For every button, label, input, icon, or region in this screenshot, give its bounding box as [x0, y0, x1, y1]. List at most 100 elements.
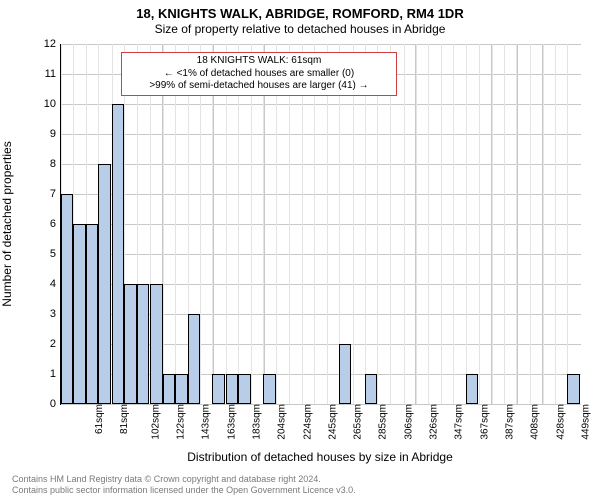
x-tick-label: 81sqm	[119, 404, 130, 434]
annotation-line-3: >99% of semi-detached houses are larger …	[126, 80, 392, 93]
histogram-bar	[175, 374, 187, 404]
x-tick-label: 387sqm	[505, 404, 516, 440]
grid-line-h	[61, 104, 581, 105]
grid-line-v-minor	[543, 44, 544, 404]
chart-subtitle: Size of property relative to detached ho…	[0, 22, 600, 36]
y-tick-label: 3	[50, 308, 56, 320]
x-tick-label: 367sqm	[479, 404, 490, 440]
y-tick-label: 1	[50, 368, 56, 380]
grid-line-v-minor	[212, 44, 213, 404]
grid-line-h	[61, 194, 581, 195]
x-tick-label: 143sqm	[201, 404, 212, 440]
grid-line-v-minor	[200, 44, 201, 404]
histogram-bar	[339, 344, 351, 404]
y-tick-label: 0	[50, 398, 56, 410]
histogram-bar	[61, 194, 73, 404]
grid-line-v-minor	[504, 44, 505, 404]
grid-line-v-minor	[226, 44, 227, 404]
grid-line-v-minor	[466, 44, 467, 404]
grid-line-v-minor	[163, 44, 164, 404]
grid-line-v-minor	[327, 44, 328, 404]
grid-line-v-minor	[567, 44, 568, 404]
grid-line-h	[61, 44, 581, 45]
grid-line-v-minor	[302, 44, 303, 404]
grid-line-h	[61, 404, 581, 405]
y-tick-label: 2	[50, 338, 56, 350]
y-tick-label: 7	[50, 188, 56, 200]
footer-line-1: Contains HM Land Registry data © Crown c…	[12, 474, 356, 485]
grid-line-h	[61, 254, 581, 255]
x-tick-label: 183sqm	[251, 404, 262, 440]
grid-line-h	[61, 224, 581, 225]
histogram-bar	[124, 284, 136, 404]
x-tick-label: 347sqm	[454, 404, 465, 440]
grid-line-v-minor	[516, 44, 517, 404]
x-tick-label: 163sqm	[226, 404, 237, 440]
grid-line-v-minor	[365, 44, 366, 404]
y-tick-label: 9	[50, 128, 56, 140]
grid-line-h	[61, 164, 581, 165]
x-tick-label: 245sqm	[327, 404, 338, 440]
histogram-bar	[150, 284, 162, 404]
x-tick-label: 265sqm	[353, 404, 364, 440]
grid-line-v-minor	[289, 44, 290, 404]
histogram-bar	[365, 374, 377, 404]
grid-line-v-minor	[263, 44, 264, 404]
histogram-bar	[86, 224, 98, 404]
histogram-bar	[263, 374, 275, 404]
y-axis-label: Number of detached properties	[0, 141, 14, 306]
x-tick-label: 102sqm	[150, 404, 161, 440]
grid-line-v-minor	[251, 44, 252, 404]
x-tick-label: 204sqm	[277, 404, 288, 440]
grid-line-v-minor	[530, 44, 531, 404]
annotation-line-1: 18 KNIGHTS WALK: 61sqm	[126, 55, 392, 68]
grid-line-v-minor	[555, 44, 556, 404]
x-tick-label: 122sqm	[176, 404, 187, 440]
histogram-bar	[238, 374, 250, 404]
grid-line-v-minor	[428, 44, 429, 404]
grid-line-v-minor	[404, 44, 405, 404]
histogram-bar	[567, 374, 579, 404]
y-tick-label: 4	[50, 278, 56, 290]
chart-title: 18, KNIGHTS WALK, ABRIDGE, ROMFORD, RM4 …	[0, 6, 600, 21]
grid-line-v-minor	[479, 44, 480, 404]
x-tick-label: 449sqm	[581, 404, 592, 440]
annotation-line-2: ← <1% of detached houses are smaller (0)	[126, 68, 392, 81]
y-tick-label: 10	[44, 98, 56, 110]
histogram-bar	[466, 374, 478, 404]
x-tick-label: 61sqm	[94, 404, 105, 434]
x-tick-label: 428sqm	[555, 404, 566, 440]
y-tick-label: 8	[50, 158, 56, 170]
y-tick-label: 12	[44, 38, 56, 50]
grid-line-v-minor	[390, 44, 391, 404]
grid-line-v-minor	[453, 44, 454, 404]
histogram-bar	[137, 284, 149, 404]
grid-line-v-minor	[276, 44, 277, 404]
grid-line-v-minor	[314, 44, 315, 404]
histogram-bar	[226, 374, 238, 404]
grid-line-v-minor	[416, 44, 417, 404]
grid-line-v-minor	[492, 44, 493, 404]
histogram-bar	[112, 104, 124, 404]
histogram-bar	[73, 224, 85, 404]
x-tick-label: 326sqm	[429, 404, 440, 440]
grid-line-v-minor	[441, 44, 442, 404]
x-tick-label: 285sqm	[378, 404, 389, 440]
histogram-bar	[212, 374, 224, 404]
x-tick-label: 408sqm	[530, 404, 541, 440]
histogram-bar	[163, 374, 175, 404]
histogram-bar	[188, 314, 200, 404]
grid-line-v-minor	[353, 44, 354, 404]
chart-plot-area: 18 KNIGHTS WALK: 61sqm← <1% of detached …	[60, 44, 581, 405]
y-tick-label: 5	[50, 248, 56, 260]
x-axis-label: Distribution of detached houses by size …	[60, 450, 580, 464]
footer-attribution: Contains HM Land Registry data © Crown c…	[12, 474, 356, 496]
annotation-box: 18 KNIGHTS WALK: 61sqm← <1% of detached …	[121, 52, 397, 96]
histogram-bar	[98, 164, 110, 404]
x-tick-label: 306sqm	[403, 404, 414, 440]
grid-line-v-minor	[238, 44, 239, 404]
y-tick-label: 6	[50, 218, 56, 230]
x-tick-label: 224sqm	[302, 404, 313, 440]
grid-line-v-minor	[377, 44, 378, 404]
y-tick-label: 11	[45, 68, 56, 80]
